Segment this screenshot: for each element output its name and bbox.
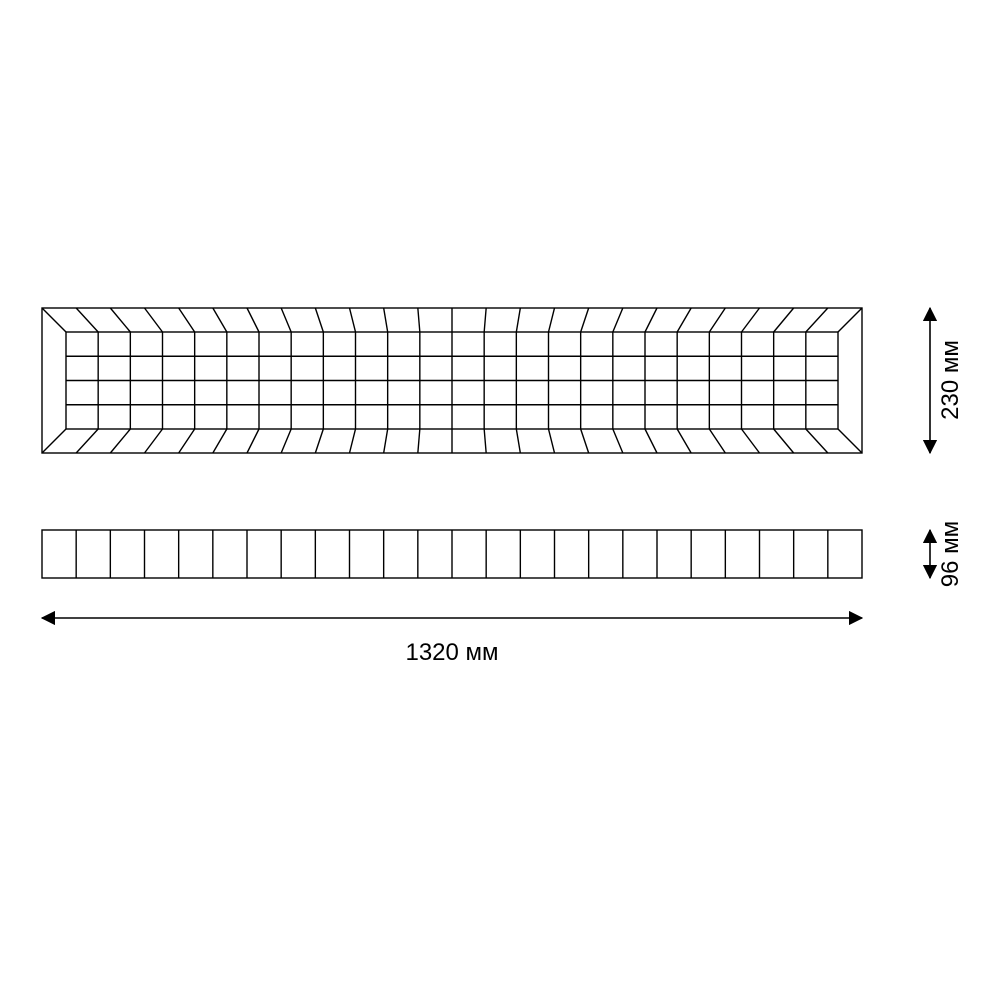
side-view xyxy=(42,530,862,578)
dimension-diagram: 1320 мм 230 мм 96 мм xyxy=(0,0,1000,1000)
top-view xyxy=(42,308,862,453)
width-label: 1320 мм xyxy=(405,639,498,666)
depth-label: 96 мм xyxy=(937,521,964,587)
height-label: 230 мм xyxy=(937,340,964,420)
